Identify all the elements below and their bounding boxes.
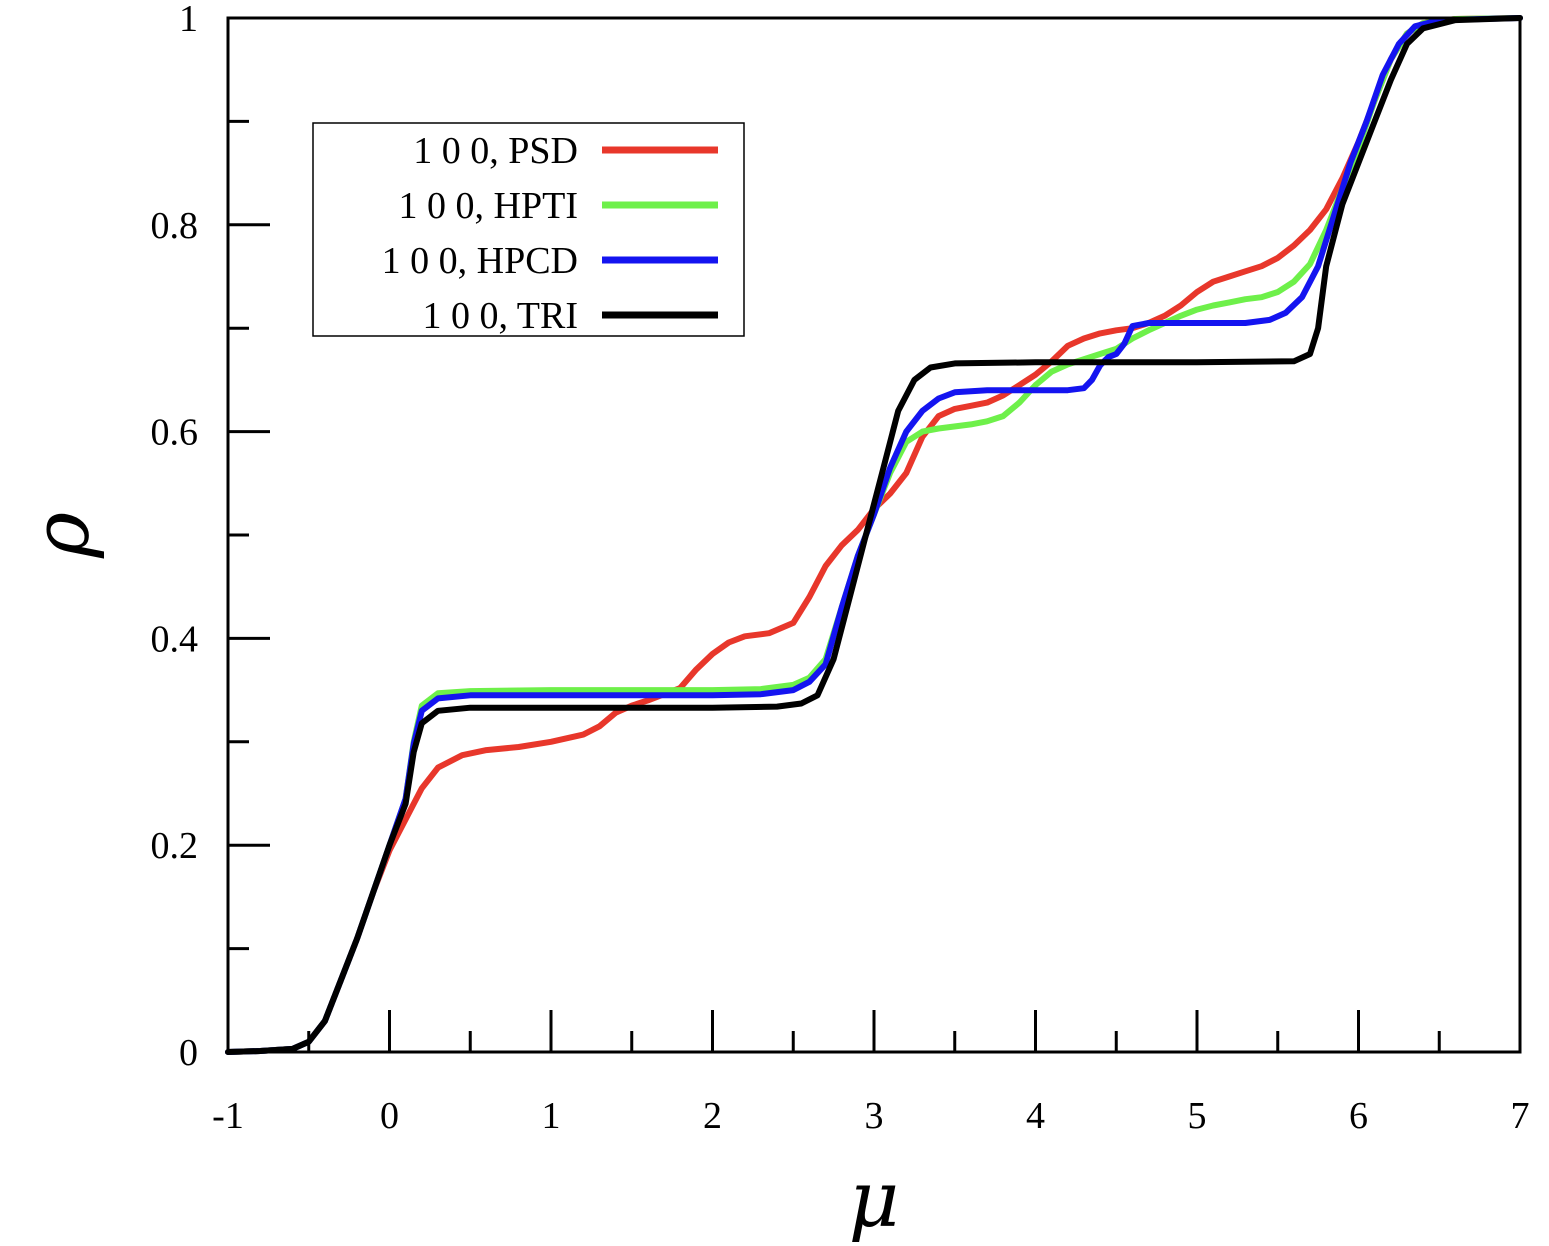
- x-tick-label: 5: [1188, 1095, 1207, 1137]
- y-tick-label: 0: [179, 1032, 198, 1074]
- y-tick-label: 0.2: [151, 825, 199, 867]
- x-axis-label: μ: [849, 1155, 900, 1245]
- x-tick-label: 3: [865, 1095, 884, 1137]
- legend: 1 0 0, PSD 1 0 0, HPTI 1 0 0, HPCD 1 0 0, T…: [312, 122, 745, 337]
- x-tick-label: 2: [703, 1095, 722, 1137]
- legend-box: [312, 122, 745, 337]
- x-tick-label: 1: [542, 1095, 561, 1137]
- tick-label-layer: -1 0 1 2 3 4 5 6 7 0 0.2 0.4 0.6 0.8 1: [151, 0, 1530, 1137]
- legend-label: 1 0 0, TRI: [422, 295, 578, 337]
- y-tick-label: 0.4: [151, 618, 199, 660]
- x-tick-label: 7: [1511, 1095, 1530, 1137]
- legend-label: 1 0 0, HPTI: [399, 185, 578, 227]
- series-layer: [225, 15, 1523, 1055]
- y-tick-label: 0.8: [151, 205, 199, 247]
- x-tick-label: 4: [1026, 1095, 1045, 1137]
- legend-label: 1 0 0, HPCD: [382, 240, 578, 282]
- y-tick-label: 1: [179, 0, 198, 40]
- y-tick-label: 0.6: [151, 412, 199, 454]
- tick-layer: [228, 119, 1441, 1052]
- x-tick-label: -1: [212, 1095, 244, 1137]
- x-tick-label: 6: [1349, 1095, 1368, 1137]
- series-line-4: [225, 15, 1523, 1055]
- legend-label: 1 0 0, PSD: [413, 130, 578, 172]
- y-axis-label: ρ: [17, 512, 107, 559]
- series-line-1: [225, 15, 1523, 1055]
- x-tick-label: 0: [380, 1095, 399, 1137]
